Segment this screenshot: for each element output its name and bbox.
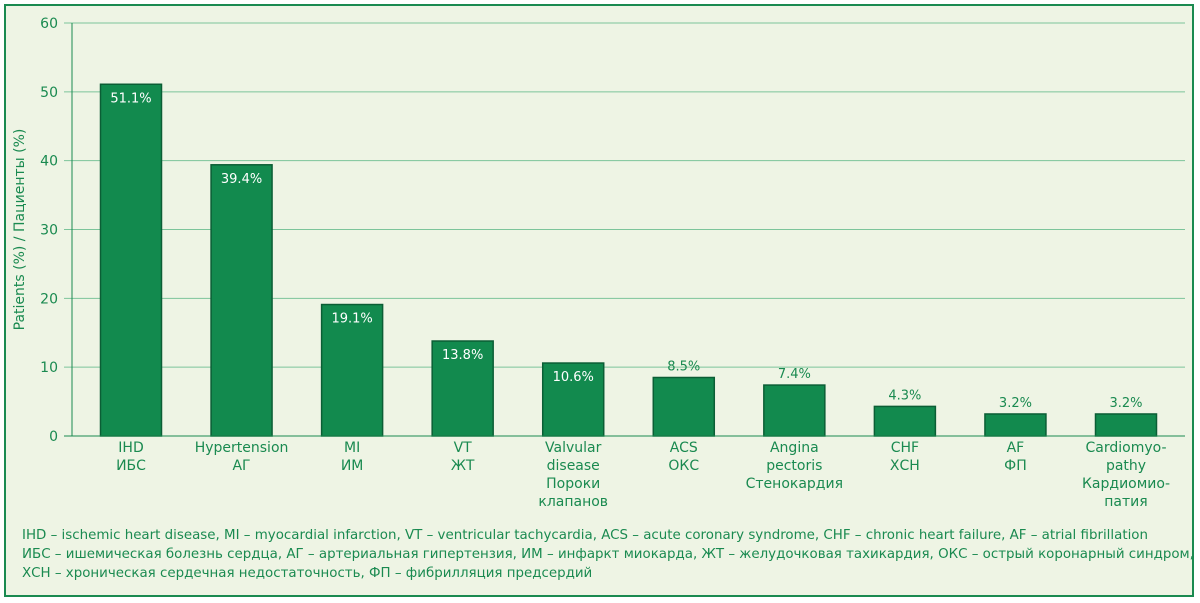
x-tick-label: MI xyxy=(344,440,360,456)
x-tick-label: ОКС xyxy=(668,458,699,474)
x-tick-label: pectoris xyxy=(766,458,822,474)
x-tick-label: Valvular xyxy=(545,440,602,456)
x-tick-label: ХСН xyxy=(890,458,920,474)
bar-chart: 0 10 20 30 40 50 60 Patients (%) / Пациенты (%)… xyxy=(12,16,1185,510)
bar xyxy=(99,83,163,437)
y-tick-label: 30 xyxy=(40,223,58,239)
data-label: 51.1% xyxy=(110,91,151,106)
bar xyxy=(984,413,1047,437)
x-tick-label: IHD xyxy=(118,440,143,456)
x-tick-label: ACS xyxy=(670,440,698,456)
x-tick-label: CHF xyxy=(891,440,919,456)
x-tick-label: AF xyxy=(1007,440,1025,456)
y-tick-label: 0 xyxy=(49,429,58,445)
y-axis-label: Patients (%) / Пациенты (%) xyxy=(12,129,28,331)
bar xyxy=(541,362,605,437)
y-tick-label: 60 xyxy=(40,16,58,32)
x-tick-label: Hypertension xyxy=(195,440,289,456)
footnote-line-1: IHD – ischemic heart disease, MI – myoca… xyxy=(22,528,1148,543)
x-tick-label: клапанов xyxy=(538,494,608,510)
data-label: 3.2% xyxy=(999,396,1032,411)
chart-frame xyxy=(4,4,1194,597)
x-tick-label: ФП xyxy=(1004,458,1027,474)
x-tick-label: АГ xyxy=(232,458,250,474)
x-tick-label: disease xyxy=(547,458,600,474)
data-label: 3.2% xyxy=(1109,396,1142,411)
data-label: 13.8% xyxy=(442,348,483,363)
bar xyxy=(873,405,937,437)
x-tick-label: ИМ xyxy=(341,458,364,474)
bar xyxy=(1094,413,1158,437)
data-label: 7.4% xyxy=(778,367,811,382)
data-label: 4.3% xyxy=(888,388,921,403)
bar xyxy=(210,164,273,437)
x-tick-label: VT xyxy=(454,440,473,456)
x-tick-label: Кардиомио- xyxy=(1082,476,1170,492)
x-tick-label: Стенокардия xyxy=(746,476,843,492)
y-tick-label: 10 xyxy=(40,360,58,376)
data-label: 8.5% xyxy=(667,359,700,374)
data-label: 19.1% xyxy=(331,312,372,327)
data-label: 10.6% xyxy=(553,370,594,385)
bar xyxy=(763,384,826,437)
x-tick-label: Пороки xyxy=(546,476,600,492)
x-tick-label: Cardiomyo- xyxy=(1085,440,1166,456)
x-tick-label: pathy xyxy=(1106,458,1146,474)
bar xyxy=(431,340,494,437)
footnote: IHD – ischemic heart disease, MI – myoca… xyxy=(22,526,1194,583)
footnote-line-3: ХСН – хроническая сердечная недостаточно… xyxy=(22,566,593,581)
bar xyxy=(652,376,716,437)
x-tick-label: Angina xyxy=(770,440,819,456)
footnote-line-2: ИБС – ишемическая болезнь сердца, АГ – а… xyxy=(22,547,1194,562)
x-tick-label: ЖТ xyxy=(451,458,475,474)
x-tick-label: ИБС xyxy=(116,458,146,474)
data-label: 39.4% xyxy=(221,172,262,187)
y-tick-label: 20 xyxy=(40,291,58,307)
y-tick-label: 50 xyxy=(40,85,58,101)
x-tick-label: патия xyxy=(1104,494,1147,510)
y-tick-label: 40 xyxy=(40,154,58,170)
